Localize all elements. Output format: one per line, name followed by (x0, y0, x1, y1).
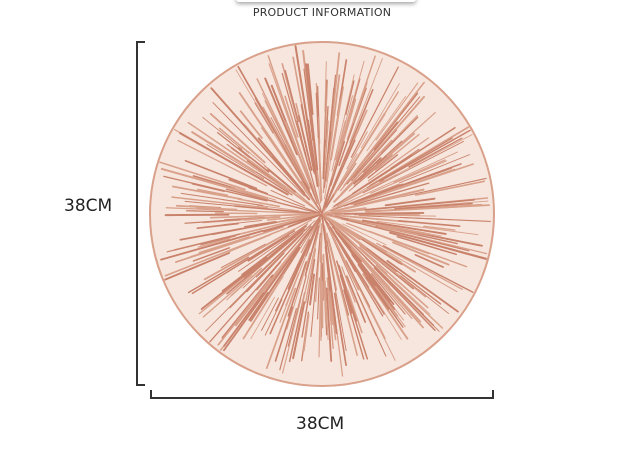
width-dimension-line (150, 397, 494, 399)
height-dimension-tick-bottom (136, 384, 145, 386)
width-label: 38CM (296, 414, 345, 434)
height-dimension-line (136, 42, 138, 386)
page-title: PRODUCT INFORMATION (252, 6, 392, 19)
width-dimension-tick-right (492, 390, 494, 399)
header-shadow-bar (236, 0, 416, 2)
round-placemat-image (149, 41, 495, 387)
height-label: 38CM (64, 196, 113, 216)
width-dimension-tick-left (150, 390, 152, 399)
height-dimension-tick-top (136, 41, 145, 43)
